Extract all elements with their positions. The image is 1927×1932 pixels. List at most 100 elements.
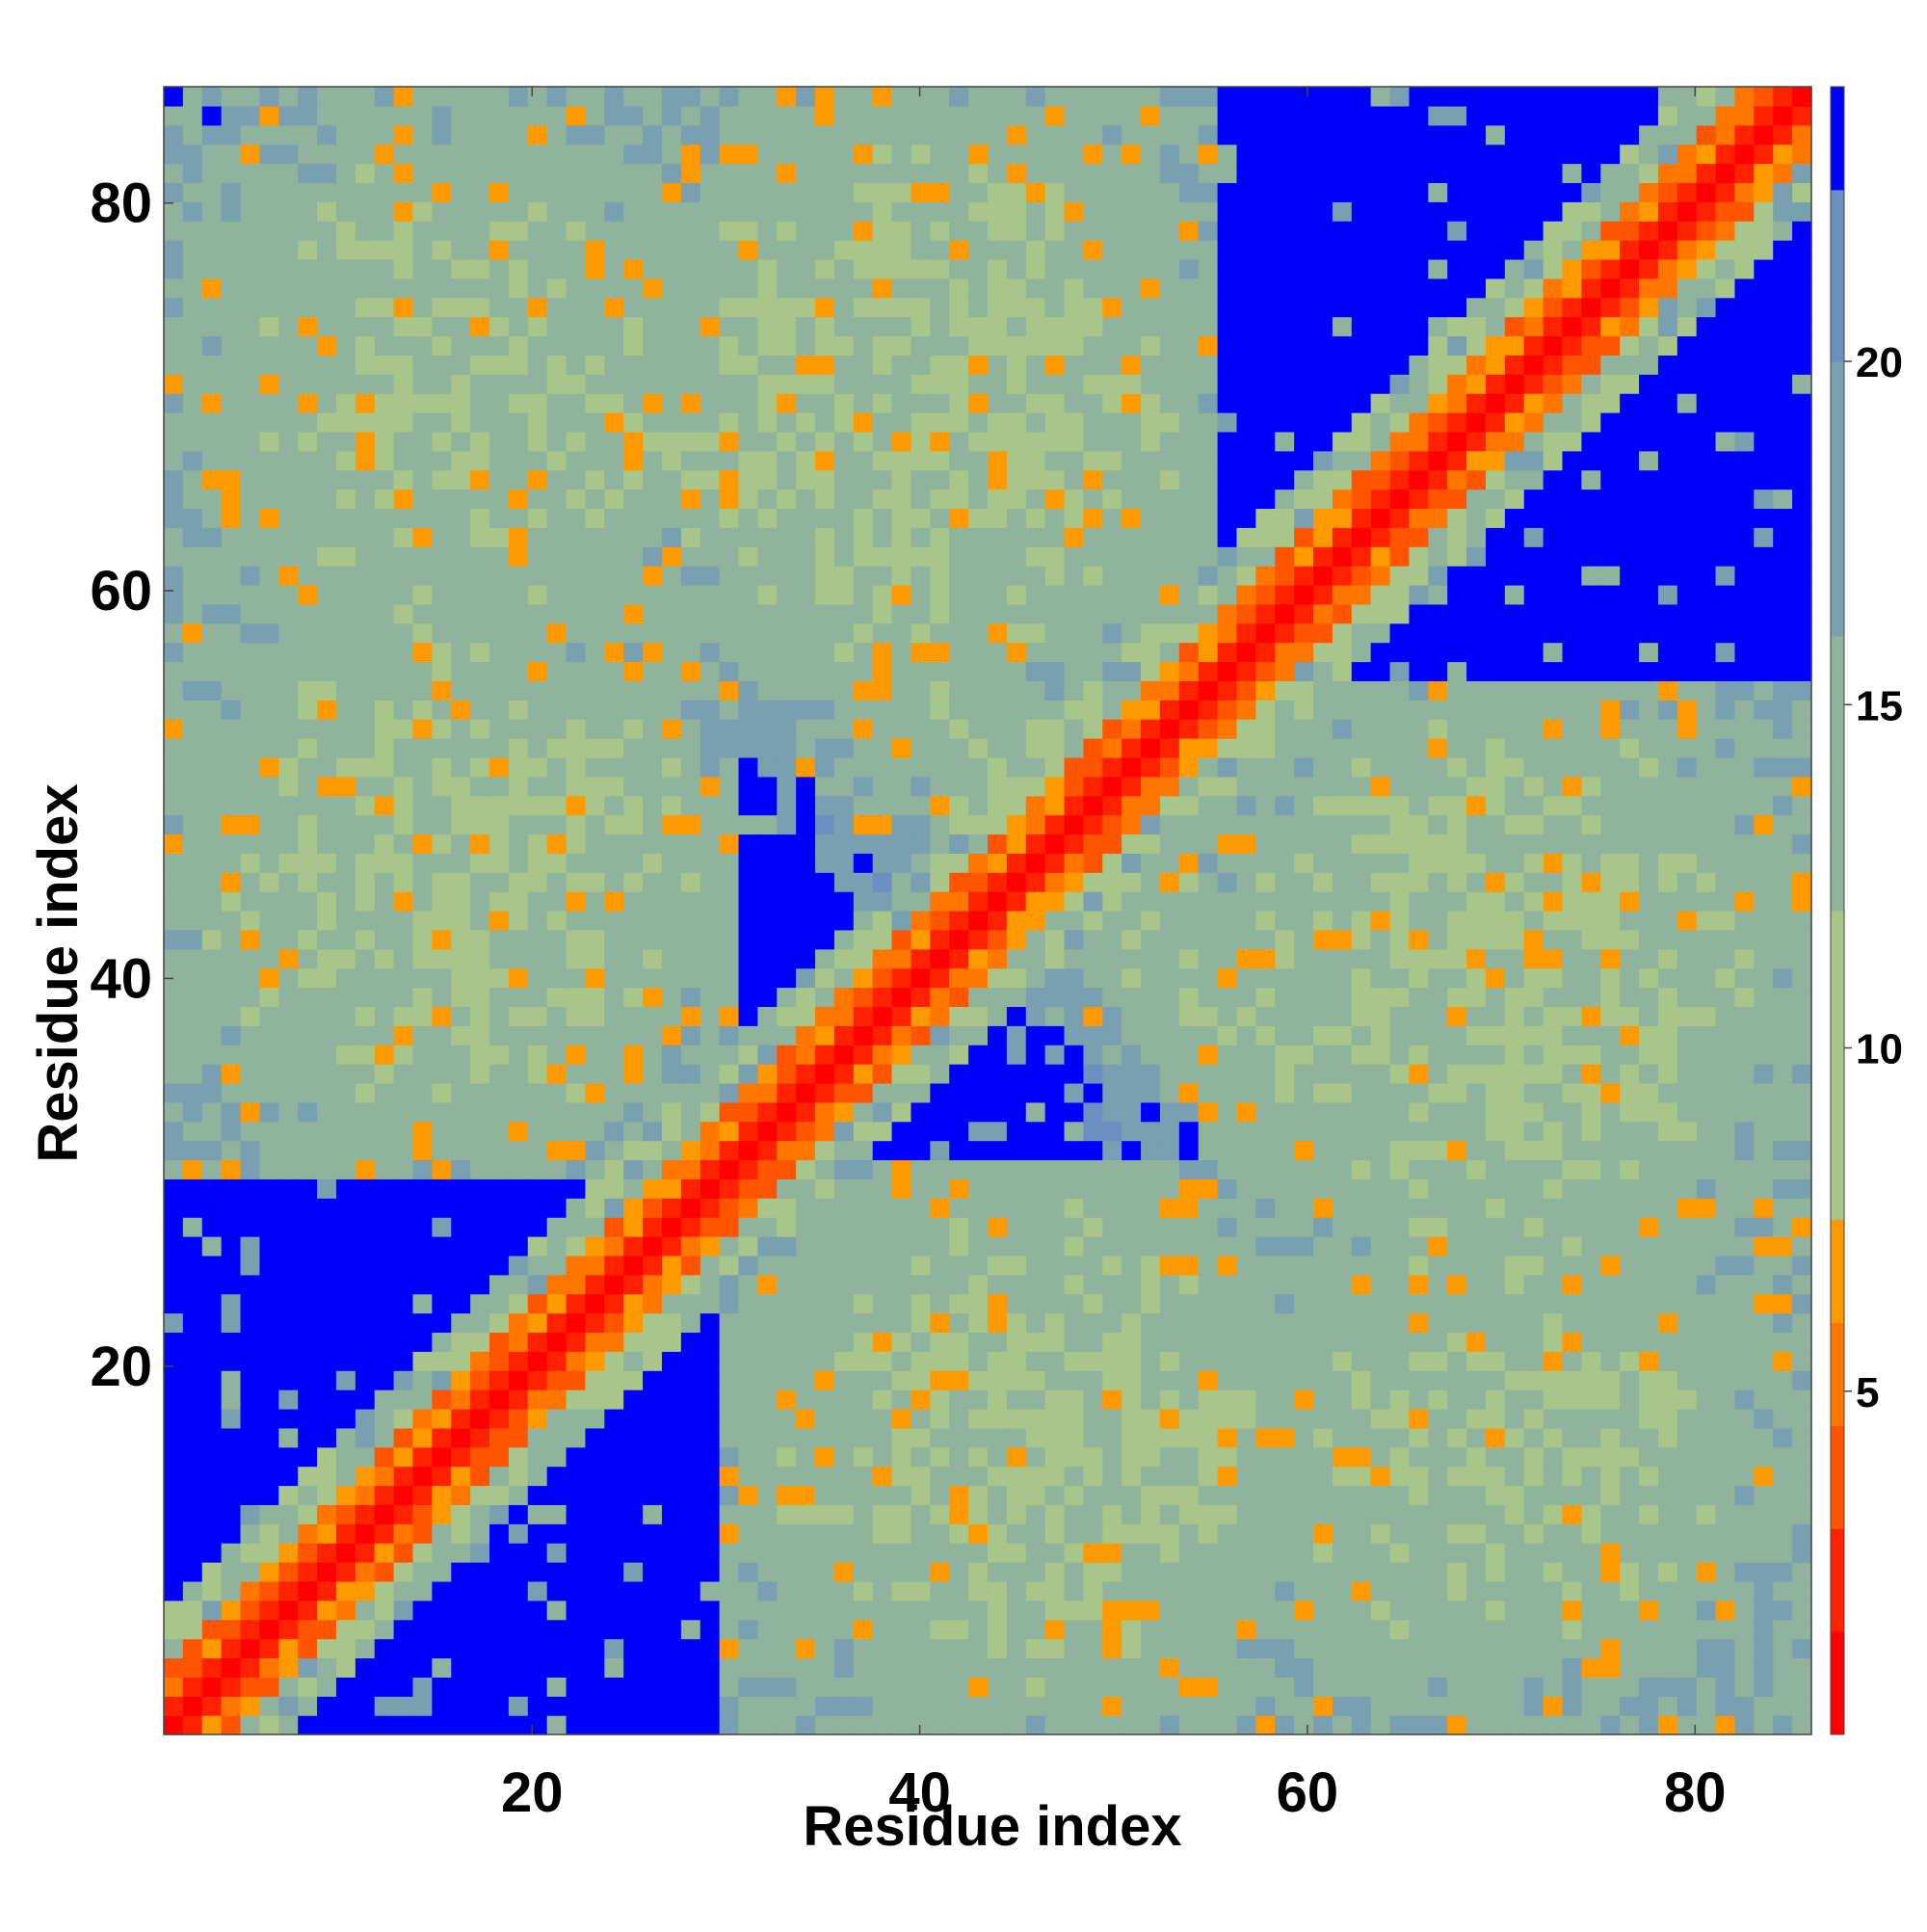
- heatmap-cell: [1159, 929, 1180, 950]
- heatmap-cell: [911, 278, 931, 299]
- heatmap-cell: [1141, 795, 1161, 816]
- heatmap-cell: [1141, 469, 1161, 490]
- heatmap-cell: [566, 1638, 587, 1659]
- heatmap-cell: [1006, 489, 1027, 510]
- heatmap-cell: [738, 489, 758, 510]
- heatmap-cell: [489, 1140, 510, 1161]
- heatmap-cell: [1198, 853, 1219, 873]
- heatmap-cell: [719, 680, 740, 701]
- heatmap-cell: [298, 546, 318, 567]
- heatmap-cell: [585, 163, 605, 184]
- heatmap-cell: [317, 221, 337, 241]
- heatmap-cell: [412, 546, 433, 567]
- heatmap-cell: [1102, 297, 1122, 318]
- heatmap-cell: [355, 1101, 376, 1123]
- heatmap-cell: [298, 1274, 318, 1295]
- heatmap-cell: [355, 469, 376, 490]
- heatmap-cell: [1236, 316, 1256, 337]
- heatmap-cell: [623, 1619, 644, 1640]
- heatmap-cell: [1044, 297, 1066, 318]
- heatmap-cell: [1159, 1619, 1180, 1640]
- heatmap-cell: [335, 1045, 356, 1065]
- heatmap-cell: [719, 1121, 740, 1142]
- heatmap-cell: [738, 1159, 758, 1179]
- heatmap-cell: [968, 1140, 989, 1161]
- heatmap-cell: [1255, 700, 1276, 720]
- heatmap-cell: [527, 1466, 548, 1487]
- heatmap-cell: [643, 355, 663, 375]
- heatmap-cell: [393, 316, 414, 337]
- heatmap-cell: [777, 1580, 797, 1601]
- heatmap-cell: [604, 642, 624, 663]
- heatmap-cell: [1178, 297, 1200, 318]
- heatmap-cell: [412, 1562, 433, 1582]
- heatmap-cell: [432, 814, 452, 835]
- heatmap-cell: [700, 221, 721, 241]
- heatmap-cell: [201, 987, 223, 1008]
- heatmap-cell: [374, 1178, 395, 1199]
- heatmap-cell: [182, 546, 203, 567]
- heatmap-cell: [661, 1677, 682, 1697]
- heatmap-cell: [1102, 1159, 1122, 1179]
- heatmap-cell: [1025, 1236, 1046, 1257]
- heatmap-cell: [815, 201, 835, 222]
- heatmap-cell: [1006, 987, 1027, 1008]
- heatmap-cell: [1217, 258, 1238, 279]
- heatmap-cell: [374, 1025, 395, 1045]
- heatmap-cell: [489, 1485, 510, 1505]
- heatmap-cell: [393, 393, 414, 413]
- heatmap-cell: [451, 1217, 471, 1237]
- heatmap-cell: [1006, 738, 1027, 758]
- heatmap-cell: [1044, 1140, 1066, 1161]
- heatmap-cell: [1025, 258, 1046, 279]
- heatmap-cell: [374, 1274, 395, 1295]
- heatmap-cell: [968, 1255, 989, 1276]
- heatmap-cell: [1083, 1657, 1103, 1678]
- heatmap-cell: [988, 469, 1008, 490]
- heatmap-cell: [470, 756, 490, 778]
- heatmap-cell: [930, 374, 950, 394]
- heatmap-cell: [911, 1198, 931, 1218]
- heatmap-cell: [546, 1082, 568, 1103]
- heatmap-cell: [221, 1293, 242, 1314]
- heatmap-cell: [853, 814, 874, 835]
- heatmap-cell: [451, 1045, 471, 1065]
- heatmap-cell: [777, 1523, 797, 1544]
- heatmap-cell: [1083, 316, 1103, 337]
- heatmap-cell: [240, 450, 261, 471]
- heatmap-cell: [335, 374, 356, 394]
- heatmap-cell: [796, 316, 816, 337]
- heatmap-cell: [1178, 124, 1200, 146]
- heatmap-cell: [680, 795, 701, 816]
- heatmap-cell: [201, 700, 223, 720]
- heatmap-cell: [623, 374, 644, 394]
- heatmap-cell: [891, 738, 912, 758]
- heatmap-cell: [278, 1198, 299, 1218]
- heatmap-cell: [700, 374, 721, 394]
- heatmap-cell: [1159, 1255, 1180, 1276]
- heatmap-cell: [833, 1408, 855, 1429]
- heatmap-cell: [815, 987, 835, 1008]
- heatmap-cell: [643, 1274, 663, 1295]
- heatmap-cell: [508, 124, 529, 146]
- heatmap-cell: [968, 1523, 989, 1544]
- heatmap-cell: [298, 163, 318, 184]
- heatmap-cell: [432, 546, 452, 567]
- heatmap-cell: [796, 1082, 816, 1103]
- heatmap-cell: [968, 1657, 989, 1678]
- heatmap-cell: [815, 1082, 835, 1103]
- heatmap-cell: [335, 834, 356, 854]
- heatmap-cell: [201, 661, 223, 681]
- heatmap-cell: [546, 1045, 568, 1065]
- heatmap-cell: [240, 872, 261, 892]
- heatmap-cell: [355, 776, 376, 797]
- heatmap-cell: [298, 756, 318, 778]
- heatmap-cell: [988, 1638, 1008, 1659]
- heatmap-cell: [700, 929, 721, 950]
- heatmap-cell: [240, 335, 261, 356]
- heatmap-cell: [680, 1121, 701, 1142]
- heatmap-cell: [604, 1351, 624, 1371]
- heatmap-cell: [643, 335, 663, 356]
- heatmap-cell: [298, 1715, 318, 1735]
- heatmap-cell: [585, 1312, 605, 1334]
